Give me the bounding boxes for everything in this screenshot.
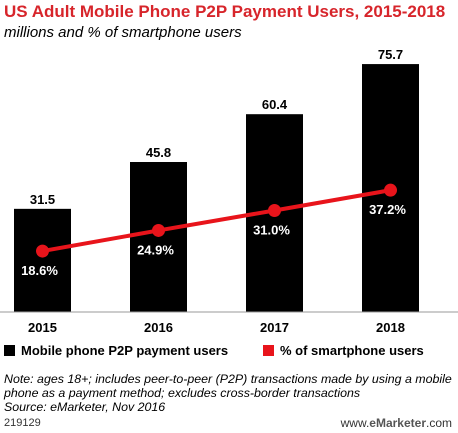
- x-tick-label-2018: 2018: [376, 320, 405, 335]
- line-point-2017: [268, 203, 281, 217]
- line-series: [42, 188, 391, 254]
- legend-swatch-line: [263, 345, 274, 356]
- bar-2016: [130, 162, 187, 312]
- site-link[interactable]: www.eMarketer.com: [341, 416, 452, 430]
- note-text: Note: ages 18+; includes peer-to-peer (P…: [4, 372, 452, 400]
- line-value-label-2016: 24.9%: [137, 242, 174, 257]
- line-point-2016: [152, 223, 165, 237]
- legend-label-line: % of smartphone users: [280, 343, 424, 358]
- line-point-2015: [36, 244, 49, 258]
- chart-note: Note: ages 18+; includes peer-to-peer (P…: [4, 372, 456, 414]
- line-point-2018: [384, 183, 397, 197]
- legend-item-line: % of smartphone users: [263, 343, 424, 358]
- bar-value-label-2018: 75.7: [378, 47, 403, 62]
- x-tick-label-2015: 2015: [28, 320, 57, 335]
- chart-subtitle: millions and % of smartphone users: [4, 24, 242, 41]
- bar-value-label-2017: 60.4: [262, 97, 288, 112]
- bar-value-label-2015: 31.5: [30, 192, 55, 207]
- bar-value-label-2016: 45.8: [146, 145, 171, 160]
- legend-label-bars: Mobile phone P2P payment users: [21, 343, 229, 358]
- line-value-label-2015: 18.6%: [21, 263, 58, 278]
- chart-title: US Adult Mobile Phone P2P Payment Users,…: [4, 2, 446, 21]
- chart-id: 219129: [4, 417, 41, 429]
- site-suffix: .com: [425, 416, 452, 430]
- site-prefix: www.: [340, 416, 370, 430]
- line-value-label-2017: 31.0%: [253, 222, 290, 237]
- site-brand: eMarketer: [369, 416, 426, 430]
- bar-2015: [14, 208, 71, 312]
- legend-item-bars: Mobile phone P2P payment users: [4, 343, 228, 358]
- line-value-label-2018: 37.2%: [369, 202, 406, 217]
- legend-swatch-bars: [4, 345, 15, 356]
- x-tick-label-2016: 2016: [144, 320, 173, 335]
- source-text: Source: eMarketer, Nov 2016: [4, 400, 166, 414]
- x-tick-label-2017: 2017: [260, 320, 289, 335]
